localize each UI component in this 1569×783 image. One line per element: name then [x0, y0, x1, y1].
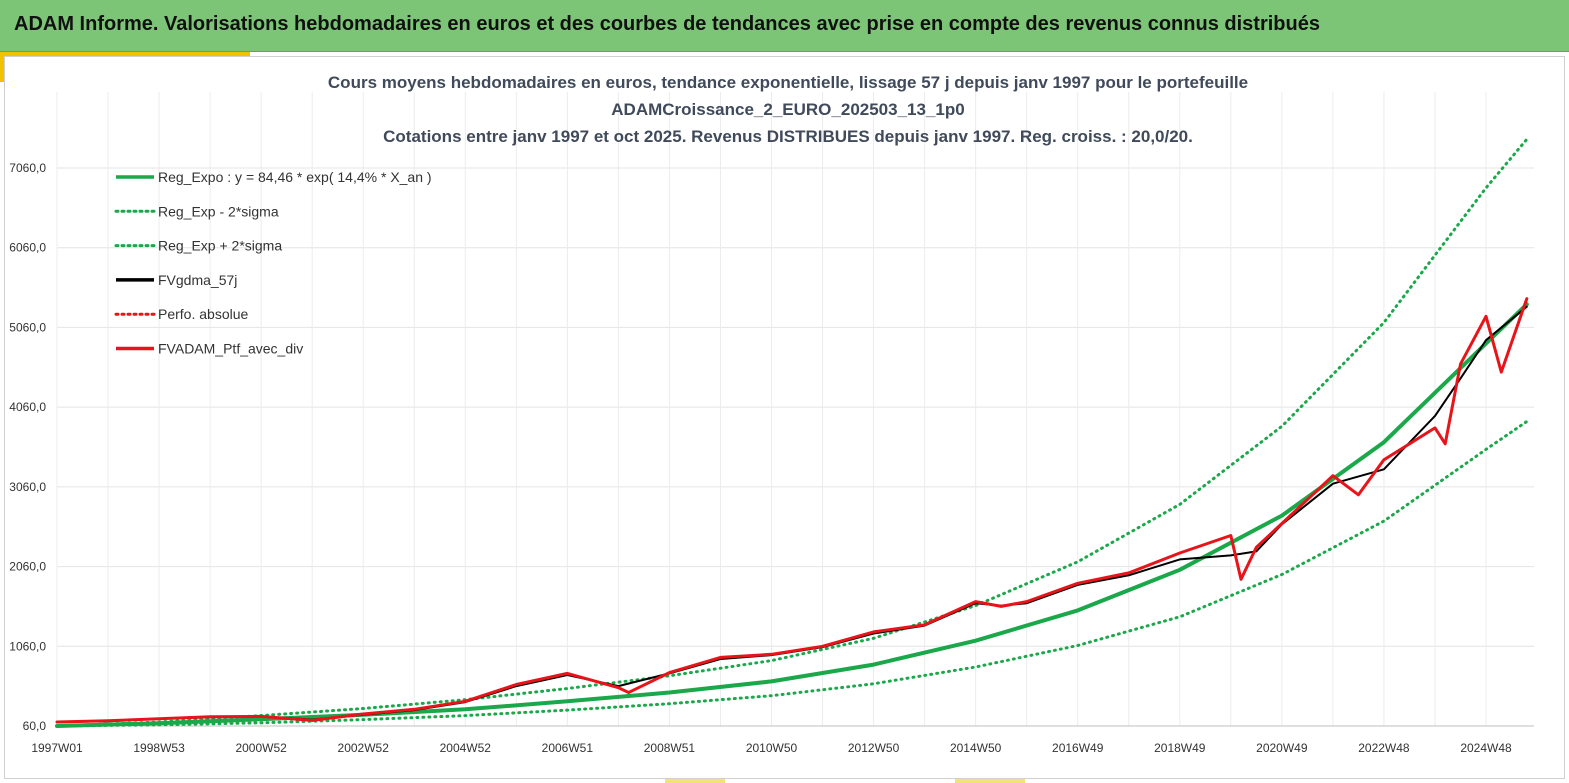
chart-title-line-3: Cotations entre janv 1997 et oct 2025. R… — [383, 127, 1193, 146]
x-tick-label: 2012W50 — [848, 741, 900, 755]
x-tick-label: 1997W01 — [31, 741, 83, 755]
x-tick-label: 2008W51 — [644, 741, 696, 755]
chart-title-block: Cours moyens hebdomadaires en euros, ten… — [328, 73, 1248, 146]
y-tick-label: 3060,0 — [9, 480, 46, 494]
series-line — [55, 420, 1529, 728]
y-tick-label: 7060,0 — [9, 161, 46, 175]
x-tick-label: 2010W50 — [746, 741, 798, 755]
accent-bar-bottom — [955, 779, 1025, 783]
chart-grid — [56, 92, 1534, 727]
y-tick-label: 2060,0 — [9, 560, 46, 574]
x-tick-label: 2022W48 — [1358, 741, 1410, 755]
chart-series — [55, 137, 1529, 728]
report-title: ADAM Informe. Valorisations hebdomadaire… — [14, 13, 1320, 35]
accent-bar-left — [0, 52, 4, 82]
series-line — [55, 302, 1529, 728]
legend-label: FVgdma_57j — [158, 272, 237, 288]
legend-label: Reg_Exp + 2*sigma — [158, 238, 282, 254]
chart-frame — [4, 56, 1565, 779]
accent-bar-bottom — [665, 779, 725, 783]
series-line — [56, 305, 1528, 723]
y-axis: 60,0 1060,0 2060,0 3060,0 4060,0 5060,0 6060,0… — [9, 161, 46, 733]
x-tick-label: 2020W49 — [1256, 741, 1308, 755]
x-tick-label: 2016W49 — [1052, 741, 1104, 755]
accent-bar-top — [0, 52, 250, 56]
chart-title-line-1: Cours moyens hebdomadaires en euros, ten… — [328, 73, 1248, 92]
x-tick-label: 1998W53 — [133, 741, 185, 755]
legend-label: Reg_Exp - 2*sigma — [158, 203, 279, 219]
series-line — [55, 137, 1529, 728]
x-tick-label: 2018W49 — [1154, 741, 1206, 755]
y-tick-label: 1060,0 — [9, 639, 46, 653]
x-tick-label: 2014W50 — [950, 741, 1002, 755]
x-tick-label: 2004W52 — [440, 741, 492, 755]
report-banner: ADAM Informe. Valorisations hebdomadaire… — [0, 0, 1569, 52]
series-line — [55, 297, 1529, 724]
y-tick-label: 4060,0 — [9, 400, 46, 414]
x-tick-label: 2024W48 — [1460, 741, 1512, 755]
legend-label: FVADAM_Ptf_avec_div — [158, 341, 303, 357]
x-axis: 1997W01 1998W53 2000W52 2002W52 2004W52 2006W… — [31, 741, 1512, 755]
chart-title-line-2: ADAMCroissance_2_EURO_202503_13_1p0 — [611, 100, 964, 119]
y-tick-label: 5060,0 — [9, 320, 46, 334]
y-tick-label: 6060,0 — [9, 241, 46, 255]
legend-label: Reg_Expo : y = 84,46 * exp( 14,4% * X_an… — [158, 169, 432, 185]
y-tick-label: 60,0 — [23, 719, 47, 733]
x-tick-label: 2000W52 — [235, 741, 287, 755]
legend-label: Perfo. absolue — [158, 306, 248, 322]
x-tick-label: 2002W52 — [338, 741, 390, 755]
x-tick-label: 2006W51 — [542, 741, 594, 755]
chart-legend: Reg_Expo : y = 84,46 * exp( 14,4% * X_an… — [114, 169, 432, 357]
